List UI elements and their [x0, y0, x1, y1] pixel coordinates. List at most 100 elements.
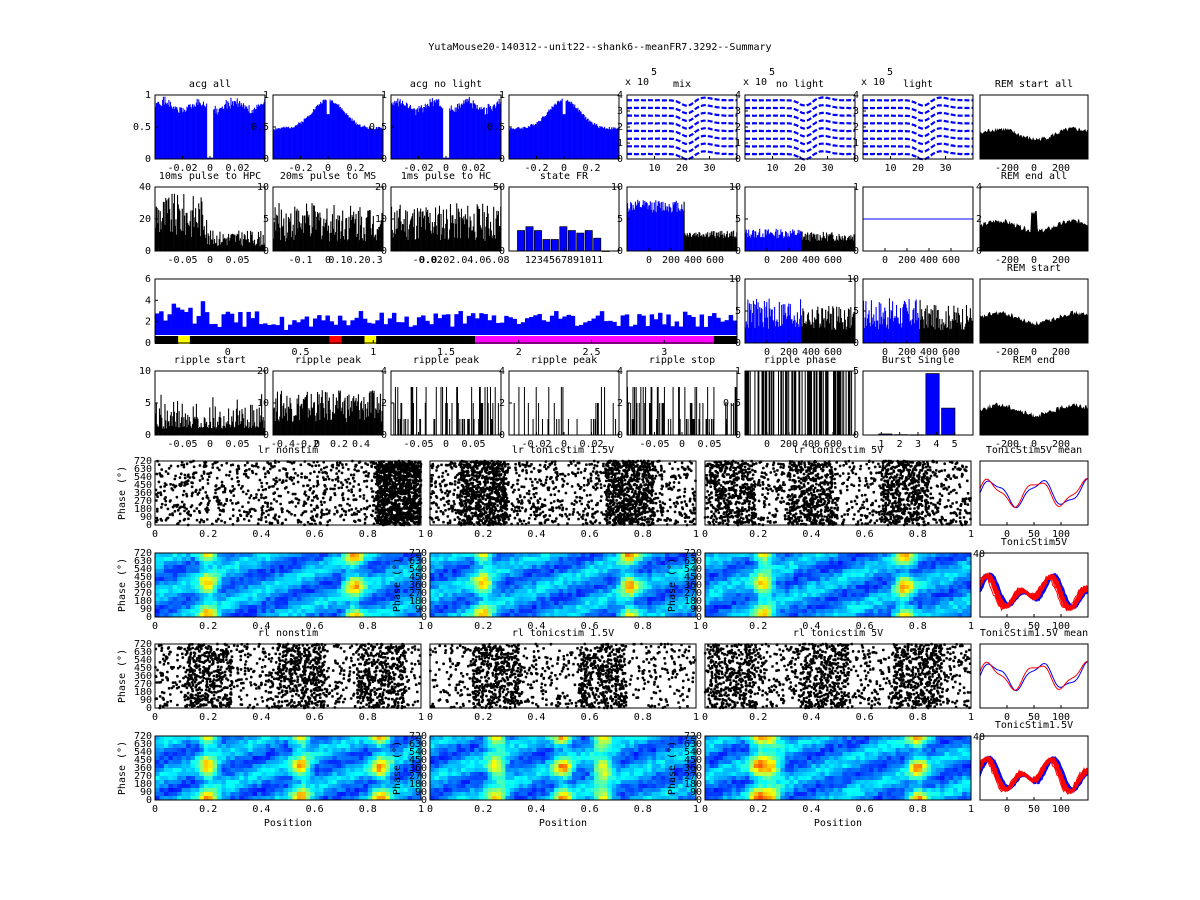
acg_all-bar — [177, 109, 179, 159]
lr_heat_15-cell — [642, 601, 648, 606]
lr_heat_nonstim-cell — [288, 581, 293, 586]
lr_heat_nonstim-cell — [292, 613, 298, 618]
lr_heat_15-cell — [563, 573, 568, 578]
fr_time_b-bar — [805, 321, 807, 343]
ripple_start-bar — [172, 416, 174, 435]
ripple_peak1-bar — [374, 418, 376, 435]
lr_heat_15-cell — [691, 573, 697, 578]
ripple_start-bar — [246, 419, 249, 435]
acg_nolight-bar — [463, 100, 465, 159]
pulse20_ms-bar — [276, 215, 279, 251]
fr_time_c-bar — [965, 305, 968, 343]
fr_session-bar — [475, 318, 480, 335]
ripple_peak2-bar — [446, 387, 447, 435]
fr_session-bar — [707, 316, 713, 335]
fr_time_mix-bar — [661, 210, 663, 251]
ripple_peak1-bar — [278, 421, 280, 435]
lr_heat_nonstim-cell — [270, 577, 276, 582]
ripple_peak1-bar — [318, 394, 320, 435]
lr_heat_15-cell — [580, 589, 586, 594]
lr_heat_nonstim-cell — [274, 613, 280, 618]
lr_heat_15-cell — [598, 577, 604, 582]
ripple_start-bar — [235, 421, 237, 435]
fr_time_mix-bar — [684, 233, 686, 251]
pulse20_ms-bar — [343, 239, 345, 251]
lr_heat_nonstim-cell — [385, 585, 391, 590]
acg_all-bar — [247, 111, 249, 159]
lr_heat_nonstim-cell — [327, 605, 333, 610]
lr_heat_15-cell — [469, 569, 475, 574]
lr_heat_15-cell — [447, 573, 453, 578]
pulse10_hpc-bar — [254, 245, 256, 251]
lr_heat_nonstim-cell — [177, 581, 182, 586]
fr_time_c-bar — [943, 325, 946, 343]
pulse10_hpc-bar — [158, 209, 160, 251]
ripple_stop-bar — [678, 387, 680, 435]
lr_heat_15-cell — [656, 553, 661, 558]
acg_nolight_wide-bar — [615, 128, 617, 159]
pulse1_hc-bar — [467, 205, 469, 251]
fr_session-bar — [479, 313, 484, 335]
fr_session-bar — [649, 314, 655, 335]
pulse10_hpc-bar — [179, 210, 181, 251]
lr_heat_nonstim-cell — [314, 569, 320, 574]
lr_heat_nonstim-cell — [199, 561, 205, 566]
lr_heat_nonstim-cell — [385, 573, 391, 578]
acg_all_wide-bar — [293, 127, 295, 159]
fr_time_b-bar — [840, 308, 842, 343]
fr_time_nolight-bar — [797, 229, 799, 251]
lr_heat_nonstim-cell — [248, 609, 253, 614]
acg_all_wide-bar — [287, 126, 290, 159]
pulse10_hpc-bar — [232, 234, 234, 251]
fr_time_nolight-bar — [792, 229, 794, 251]
lr_heat_nonstim-cell — [332, 593, 338, 598]
acg_nolight_wide-bar — [571, 103, 573, 159]
lr_heat_15-cell — [469, 581, 475, 586]
fr_time_c-bar — [929, 313, 931, 343]
acg_nolight-bar — [493, 104, 496, 159]
acg_all_wide-bar — [324, 100, 326, 159]
ripple_start-bar — [188, 416, 190, 435]
ripple_start-bar — [259, 422, 261, 435]
lr_heat_nonstim-cell — [283, 557, 289, 562]
wave_mix-xtick-label: 30 — [703, 163, 715, 174]
fr_time_c-bar — [878, 302, 880, 343]
acg_all_wide-bar — [299, 122, 301, 159]
lr_heat_nonstim-cell — [239, 581, 245, 586]
pulse1_hc-ytick-label: 0 — [381, 246, 387, 257]
lr_heat_15-cell — [682, 553, 688, 558]
acg_all-bar — [238, 103, 240, 159]
ripple_stop-bar — [638, 403, 640, 435]
lr_heat_nonstim-cell — [319, 561, 324, 566]
acg_all-bar — [252, 112, 254, 159]
lr_heat_nonstim-cell — [403, 585, 409, 590]
ripple_phase-bar — [781, 371, 783, 435]
lr_heat_nonstim-cell — [398, 609, 404, 614]
pulse20_ms-bar — [309, 225, 311, 251]
acg_all-bar — [254, 109, 256, 159]
lr_nonstim-title: lr nonstim — [258, 445, 318, 456]
lr_heat_nonstim-cell — [194, 573, 200, 578]
ripple_start-bar — [255, 426, 257, 435]
acg_all_wide-bar — [285, 126, 287, 159]
lr_heat_15-cell — [611, 601, 617, 606]
ripple_stop-bar — [650, 387, 652, 435]
acg_all-bar — [193, 104, 195, 159]
lr_heat_nonstim-cell — [319, 585, 324, 590]
fr_time_b-xtick-label: 0 — [764, 347, 770, 358]
lr_heat_15-cell — [682, 593, 688, 598]
lr_heat_15-cell — [558, 569, 564, 574]
ripple_phase-bar — [841, 371, 843, 435]
lr_heat_15-cell — [629, 565, 635, 570]
acg_all_wide-bar — [281, 127, 283, 159]
fr_session-xtick-label: 1.5 — [437, 347, 455, 358]
ripple_stop-bar — [693, 419, 695, 435]
fr_time_nolight-bar — [758, 232, 760, 251]
state_fr-bar — [517, 230, 526, 252]
pulse20_ms-bar — [379, 224, 381, 251]
pulse10_hpc-bar — [166, 213, 168, 251]
lr_heat_15-cell — [589, 601, 595, 606]
fr_time_c-bar — [969, 317, 971, 343]
lr_heat_nonstim-cell — [367, 581, 373, 586]
